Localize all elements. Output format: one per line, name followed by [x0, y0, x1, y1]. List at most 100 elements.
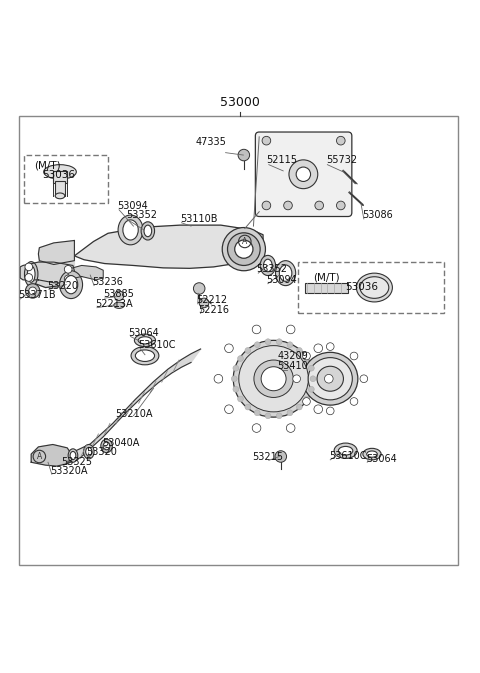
- Circle shape: [254, 342, 260, 347]
- Circle shape: [304, 355, 310, 361]
- Text: 53220: 53220: [47, 281, 78, 291]
- Ellipse shape: [114, 302, 124, 308]
- Circle shape: [297, 347, 302, 353]
- Ellipse shape: [308, 357, 352, 400]
- Circle shape: [315, 201, 324, 210]
- Circle shape: [252, 325, 261, 334]
- Ellipse shape: [60, 271, 83, 299]
- Ellipse shape: [264, 259, 272, 272]
- Ellipse shape: [235, 240, 253, 258]
- Circle shape: [309, 386, 314, 392]
- Circle shape: [64, 265, 72, 273]
- Text: 52216: 52216: [198, 305, 229, 315]
- Ellipse shape: [85, 448, 92, 456]
- Bar: [55, 182, 65, 196]
- Circle shape: [293, 375, 300, 382]
- Text: 53236: 53236: [93, 277, 123, 287]
- Polygon shape: [38, 240, 74, 264]
- Ellipse shape: [233, 341, 314, 417]
- Circle shape: [238, 396, 243, 402]
- Bar: [305, 283, 348, 293]
- Text: 53094: 53094: [266, 275, 297, 285]
- Circle shape: [114, 291, 124, 301]
- Circle shape: [276, 339, 282, 345]
- Ellipse shape: [24, 262, 38, 287]
- Circle shape: [287, 424, 295, 432]
- Ellipse shape: [27, 266, 35, 282]
- Circle shape: [231, 376, 237, 382]
- Circle shape: [265, 413, 271, 419]
- Polygon shape: [20, 262, 76, 284]
- Text: 53215: 53215: [252, 452, 283, 462]
- Circle shape: [265, 339, 271, 345]
- Circle shape: [199, 298, 209, 308]
- Ellipse shape: [317, 366, 343, 391]
- Circle shape: [262, 137, 271, 145]
- Ellipse shape: [103, 442, 110, 450]
- Text: 53064: 53064: [366, 454, 396, 464]
- Circle shape: [304, 396, 310, 402]
- Bar: [53, 171, 67, 183]
- Circle shape: [233, 365, 239, 371]
- Polygon shape: [31, 444, 73, 466]
- Ellipse shape: [44, 165, 76, 179]
- Text: A: A: [37, 452, 42, 461]
- Circle shape: [193, 283, 205, 294]
- Ellipse shape: [261, 367, 286, 391]
- Circle shape: [238, 149, 250, 161]
- Text: 43209: 43209: [277, 351, 308, 361]
- Ellipse shape: [135, 350, 155, 361]
- Text: 55732: 55732: [326, 155, 358, 165]
- Text: 47335: 47335: [196, 137, 227, 147]
- Circle shape: [262, 201, 271, 210]
- Ellipse shape: [134, 334, 156, 347]
- Circle shape: [296, 167, 311, 182]
- Ellipse shape: [356, 273, 393, 302]
- Ellipse shape: [144, 225, 152, 237]
- Circle shape: [303, 398, 311, 405]
- Ellipse shape: [360, 277, 389, 298]
- Text: 53210A: 53210A: [115, 409, 152, 419]
- Circle shape: [287, 342, 293, 347]
- Circle shape: [25, 284, 40, 298]
- Circle shape: [276, 413, 282, 419]
- Text: 53320: 53320: [86, 448, 117, 458]
- Circle shape: [64, 275, 72, 283]
- Polygon shape: [31, 254, 74, 287]
- Text: 53352: 53352: [256, 264, 287, 274]
- Ellipse shape: [68, 449, 78, 462]
- Text: 52212: 52212: [196, 295, 227, 306]
- Text: 53410: 53410: [277, 361, 308, 371]
- Circle shape: [225, 344, 233, 353]
- Text: 53610C: 53610C: [138, 340, 176, 350]
- Text: 53371B: 53371B: [18, 291, 56, 301]
- Circle shape: [289, 160, 318, 188]
- Circle shape: [233, 386, 239, 392]
- Ellipse shape: [363, 448, 381, 460]
- Circle shape: [303, 352, 311, 360]
- Text: 53086: 53086: [362, 211, 393, 220]
- FancyBboxPatch shape: [255, 132, 352, 217]
- Circle shape: [326, 343, 334, 351]
- Ellipse shape: [64, 275, 78, 294]
- Polygon shape: [66, 349, 201, 464]
- FancyBboxPatch shape: [298, 262, 444, 314]
- Text: 52213A: 52213A: [95, 299, 132, 309]
- Circle shape: [275, 451, 287, 462]
- Ellipse shape: [254, 360, 293, 398]
- Ellipse shape: [70, 452, 76, 460]
- Ellipse shape: [228, 233, 260, 265]
- Ellipse shape: [55, 193, 65, 199]
- Text: 53320A: 53320A: [50, 466, 88, 476]
- Circle shape: [297, 404, 302, 410]
- Text: (M/T): (M/T): [313, 273, 339, 283]
- Circle shape: [25, 274, 33, 281]
- Circle shape: [225, 405, 233, 413]
- Text: A: A: [242, 237, 247, 246]
- Circle shape: [25, 263, 33, 271]
- Text: 53110B: 53110B: [180, 214, 217, 223]
- Ellipse shape: [123, 220, 138, 240]
- Ellipse shape: [260, 255, 276, 275]
- Text: (M/T): (M/T): [35, 161, 61, 171]
- Circle shape: [29, 287, 36, 295]
